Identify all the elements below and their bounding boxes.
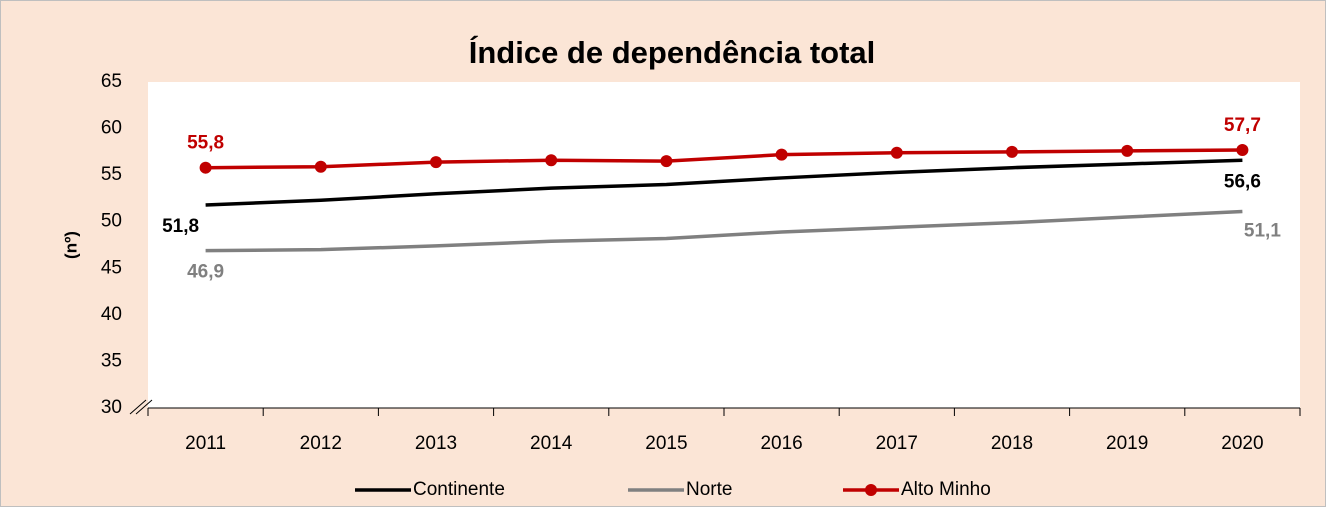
legend-label: Norte: [686, 479, 732, 500]
chart-title: Índice de dependência total: [469, 35, 876, 70]
x-tick-label: 2019: [1106, 433, 1148, 454]
x-tick-label: 2011: [185, 433, 226, 454]
data-point: [545, 154, 558, 167]
y-tick-label: 50: [101, 211, 122, 232]
y-tick-label: 45: [101, 257, 122, 278]
series-line: [205, 148, 1243, 170]
x-tick-label: 2016: [760, 433, 802, 454]
y-tick-label: 30: [101, 397, 122, 418]
x-tick-label: 2017: [876, 433, 918, 454]
y-tick-label: 35: [101, 350, 122, 371]
x-tick-label: 2014: [530, 433, 573, 454]
y-axis-label: (nº): [61, 231, 80, 259]
data-point: [1006, 145, 1018, 158]
data-label: 56,6: [1224, 171, 1261, 192]
data-point: [660, 155, 673, 168]
x-tick-label: 2013: [415, 433, 457, 454]
plot-area: [148, 82, 1300, 408]
data-point: [1236, 143, 1249, 156]
data-point: [775, 148, 788, 161]
x-tick-label: 2018: [991, 433, 1033, 454]
legend-marker: [865, 484, 877, 496]
series-line: [205, 158, 1243, 207]
data-label: 57,7: [1224, 115, 1261, 136]
data-point: [890, 146, 903, 159]
legend-label: Continente: [413, 479, 505, 500]
data-label: 51,1: [1244, 220, 1281, 241]
y-tick-label: 55: [101, 164, 122, 185]
data-point: [430, 156, 442, 169]
data-label: 51,8: [162, 216, 199, 237]
data-point: [1121, 144, 1134, 157]
y-tick-label: 60: [101, 118, 122, 139]
axis-break: [129, 399, 153, 415]
series-line: [205, 209, 1243, 253]
data-label: 46,9: [187, 262, 224, 283]
y-tick-label: 40: [101, 304, 122, 325]
data-point: [199, 161, 212, 174]
legend-label: Alto Minho: [901, 479, 991, 500]
x-tick-label: 2012: [300, 433, 342, 454]
x-tick-label: 2020: [1221, 433, 1263, 454]
data-point: [314, 160, 327, 173]
y-tick-label: 65: [101, 71, 122, 92]
data-label: 55,8: [187, 133, 224, 154]
x-tick-label: 2015: [645, 433, 687, 454]
